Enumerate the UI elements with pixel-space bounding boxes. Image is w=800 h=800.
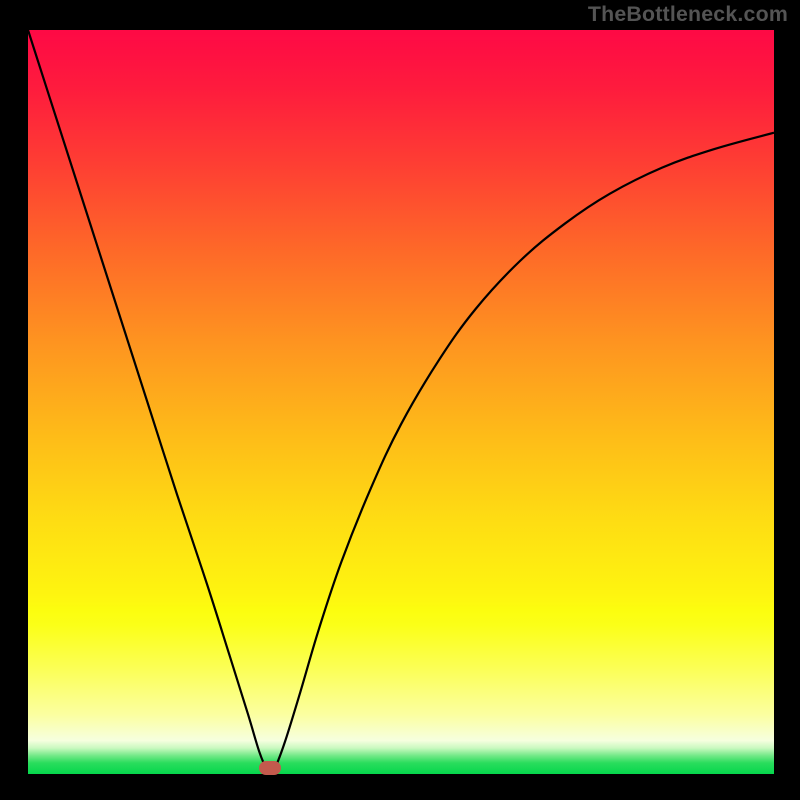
watermark-text: TheBottleneck.com	[588, 2, 788, 27]
chart-frame: TheBottleneck.com	[0, 0, 800, 800]
gradient-background	[28, 30, 774, 774]
optimum-marker	[259, 761, 281, 775]
plot-area	[28, 30, 774, 774]
bottleneck-curve	[28, 30, 774, 774]
